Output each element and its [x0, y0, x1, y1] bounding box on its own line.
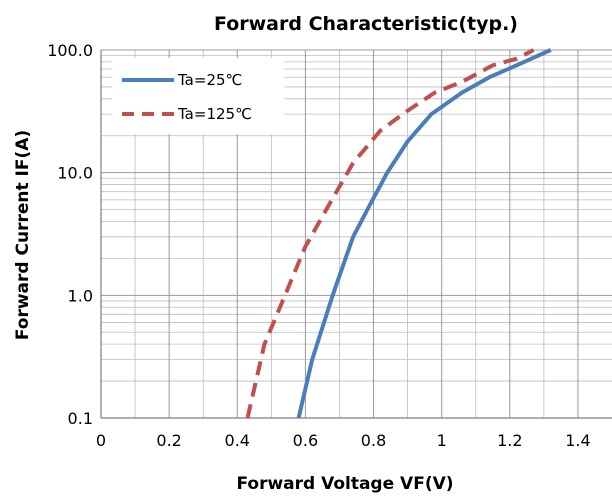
y-tick-label: 0.1 [68, 409, 93, 428]
x-tick-label: 0 [96, 431, 106, 450]
x-tick-label: 1.2 [497, 431, 522, 450]
y-tick-label: 100.0 [47, 41, 93, 60]
y-tick-label: 1.0 [68, 286, 93, 305]
x-tick-label: 1 [437, 431, 447, 450]
x-axis-label: Forward Voltage VF(V) [236, 474, 453, 494]
major-grid [100, 49, 612, 419]
y-axis-label: Forward Current IF(A) [13, 130, 33, 340]
legend-box [112, 58, 284, 134]
x-tick-label: 0.8 [361, 431, 386, 450]
series-line-2 [245, 48, 535, 419]
x-tick-label: 0.6 [293, 431, 318, 450]
series-layer [245, 48, 552, 419]
legend-label: Ta=25℃ [177, 71, 242, 89]
series-line-1 [296, 48, 552, 419]
x-tick-label: 1.4 [565, 431, 590, 450]
chart-title: Forward Characteristic(typ.) [214, 13, 518, 35]
tick-labels: 0.1 1.0 10.0 100.0 0 0.2 0.4 0.6 0.8 1 1.2 1.4 [47, 41, 590, 450]
x-tick-label: 0.2 [156, 431, 181, 450]
y-tick-label: 10.0 [57, 164, 93, 183]
legend-label: Ta=125℃ [177, 105, 252, 123]
legend: Ta=25℃ Ta=125℃ [112, 58, 284, 134]
x-tick-label: 0.4 [225, 431, 250, 450]
